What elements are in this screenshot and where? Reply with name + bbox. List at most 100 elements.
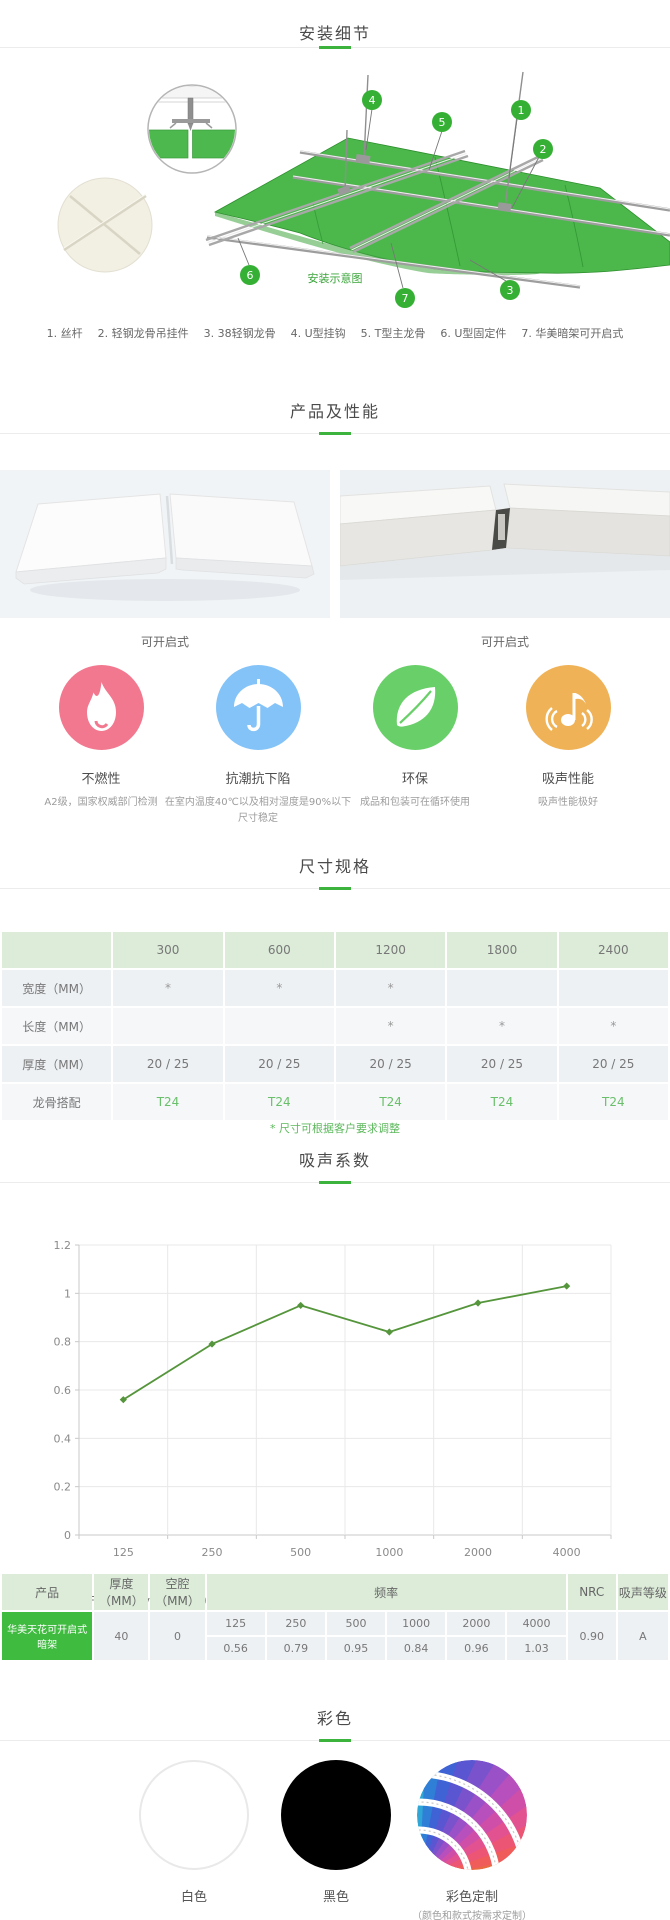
cell: 20 / 25 — [224, 1046, 334, 1082]
feature-name: 环保 — [401, 772, 428, 787]
feature-desc: 成品和包装可在循环使用 — [360, 797, 470, 808]
badge-6: 6 — [240, 265, 260, 285]
feature-eco-friendly: 环保 成品和包装可在循环使用 — [315, 665, 515, 811]
cell: * — [113, 970, 223, 1006]
feature-desc: 在室内温度40℃以及相对湿度是90%以下尺寸稳定 — [164, 797, 352, 824]
svg-text:1: 1 — [64, 1287, 71, 1300]
svg-text:3: 3 — [507, 284, 514, 297]
product-photo-left — [0, 470, 330, 618]
feature-desc: 吸声性能极好 — [538, 797, 598, 808]
svg-text:0.2: 0.2 — [54, 1481, 72, 1494]
size-note: * 尺寸可根据客户要求调整 — [270, 1122, 400, 1135]
cell: T24 — [447, 1084, 557, 1120]
svg-text:4000: 4000 — [553, 1546, 581, 1559]
section-accent-bar — [319, 1739, 351, 1742]
legend-item: 4. U型挂钩 — [290, 327, 346, 340]
svg-text:2: 2 — [540, 143, 547, 156]
legend-item: 2. 轻钢龙骨吊挂件 — [97, 327, 189, 340]
table-row: 宽度（MM） * * * — [2, 970, 668, 1006]
black-color-swatch — [281, 1760, 391, 1870]
badge-7: 7 — [395, 288, 415, 308]
header-cell — [2, 932, 112, 968]
badge-3: 3 — [500, 280, 520, 300]
svg-text:500: 500 — [290, 1546, 311, 1559]
badge-2: 2 — [533, 139, 553, 159]
cell — [113, 1008, 223, 1044]
header-cell: 吸声等级 — [617, 1574, 668, 1610]
diagram-badges: 1 2 3 4 5 6 7 — [240, 90, 553, 308]
svg-text:1: 1 — [518, 104, 525, 117]
cell: T24 — [113, 1084, 223, 1120]
table-row: 龙骨搭配 T24 T24 T24 T24 T24 — [2, 1084, 668, 1120]
cell: 20 / 25 — [558, 1046, 668, 1082]
ceiling-grid-illustration — [205, 71, 670, 289]
cell: 0.56 — [206, 1637, 265, 1660]
section-accent-bar — [319, 46, 351, 49]
legend-item: 1. 丝杆 — [46, 327, 83, 340]
cell: T24 — [558, 1084, 668, 1120]
section-title-size: 尺寸规格 — [298, 857, 371, 876]
product-caption-right: 可开启式 — [480, 635, 529, 649]
installation-diagram: 1 2 3 4 5 6 7 — [57, 71, 670, 308]
detail-circle — [147, 84, 237, 174]
cell — [558, 970, 668, 1006]
header-cell: 600 — [224, 932, 334, 968]
svg-text:1000: 1000 — [375, 1546, 403, 1559]
header-cell: 2400 — [558, 932, 668, 968]
feature-name: 抗潮抗下陷 — [225, 772, 291, 787]
white-color-swatch — [139, 1760, 249, 1870]
svg-text:0.4: 0.4 — [54, 1432, 72, 1445]
row-label: 长度（MM） — [2, 1008, 112, 1044]
svg-text:7: 7 — [402, 292, 409, 305]
cell: 20 / 25 — [335, 1046, 446, 1082]
cell: T24 — [224, 1084, 334, 1120]
section-accent-bar — [319, 1181, 351, 1184]
svg-text:0.6: 0.6 — [54, 1384, 72, 1397]
leaf-icon — [372, 665, 458, 750]
nrc-cell: 0.90 — [567, 1612, 616, 1660]
svg-text:125: 125 — [113, 1546, 134, 1559]
section-title-product: 产品及性能 — [289, 402, 380, 421]
feature-desc: A2级，国家权威部门检测 — [44, 797, 158, 808]
cell: 0.96 — [447, 1637, 506, 1660]
swatch-label: 白色 — [180, 1890, 207, 1905]
cell: * — [224, 970, 334, 1006]
cell: * — [335, 1008, 446, 1044]
section-accent-bar — [319, 432, 351, 435]
cell: 0.79 — [266, 1637, 325, 1660]
header-cell: 厚度（MM） — [94, 1574, 149, 1610]
row-label: 龙骨搭配 — [2, 1084, 112, 1120]
svg-text:6: 6 — [247, 269, 254, 282]
header-cell: 1800 — [447, 932, 557, 968]
svg-text:4: 4 — [369, 94, 376, 107]
svg-text:0.8: 0.8 — [54, 1336, 72, 1349]
cell: * — [447, 1008, 557, 1044]
svg-text:5: 5 — [439, 116, 446, 129]
table-header-row: 300 600 1200 1800 2400 — [2, 932, 668, 968]
ceiling-texture-circle — [57, 177, 153, 273]
badge-pointer-lines — [237, 108, 540, 289]
table-row: 0.56 0.79 0.95 0.84 0.96 1.03 — [2, 1637, 668, 1660]
header-cell: 300 — [113, 932, 223, 968]
product-caption-left: 可开启式 — [140, 635, 189, 649]
carrier-channel-icons — [205, 149, 544, 254]
row-label: 厚度（MM） — [2, 1046, 112, 1082]
section-title-install: 安装细节 — [298, 24, 371, 43]
feature-moisture-resistant: 抗潮抗下陷 在室内温度40℃以及相对湿度是90%以下尺寸稳定 — [158, 665, 358, 827]
cell: 4000 — [507, 1612, 566, 1635]
cell: 20 / 25 — [447, 1046, 557, 1082]
cell: 0 — [150, 1612, 205, 1660]
diagram-caption: 安装示意图 — [307, 272, 363, 285]
cell: 500 — [326, 1612, 386, 1635]
feature-sound-absorption: 吸声性能 吸声性能极好 — [468, 665, 668, 811]
cell: 20 / 25 — [113, 1046, 223, 1082]
cell: T24 — [335, 1084, 446, 1120]
cell — [447, 970, 557, 1006]
performance-table: 产品 厚度（MM） 空腔（MM） 频率 NRC 吸声等级 华美天花可开启式暗架 … — [0, 1572, 670, 1662]
header-cell: 产品 — [2, 1574, 93, 1610]
legend-item: 3. 38轻钢龙骨 — [203, 327, 276, 340]
cell — [224, 1008, 334, 1044]
legend-item: 6. U型固定件 — [440, 327, 507, 340]
swatch-sublabel: （颜色和款式按需求定制） — [412, 1911, 532, 1920]
cell: 1.03 — [507, 1637, 566, 1660]
